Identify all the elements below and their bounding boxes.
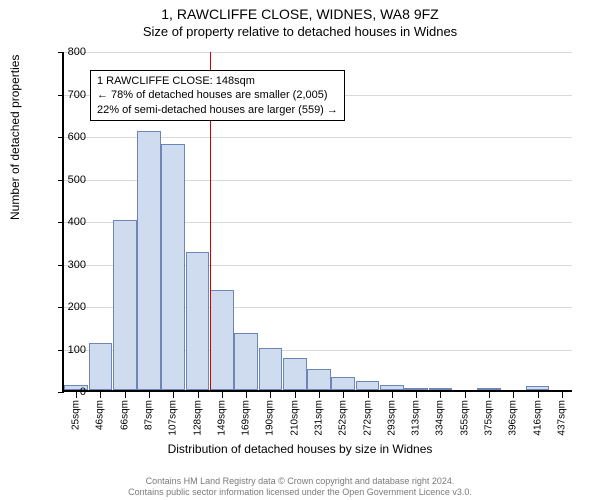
xtick-mark [489, 392, 490, 398]
histogram-bar [161, 144, 185, 391]
xtick-label: 375sqm [484, 400, 495, 436]
xtick-label: 128sqm [192, 400, 203, 436]
annotation-line: 22% of semi-detached houses are larger (… [97, 103, 338, 117]
ytick-label: 100 [46, 344, 86, 356]
xtick-mark [100, 392, 101, 398]
xtick-label: 313sqm [411, 400, 422, 436]
footer-attribution: Contains HM Land Registry data © Crown c… [0, 476, 600, 498]
ytick-label: 700 [46, 89, 86, 101]
chart-area: 25sqm46sqm66sqm87sqm107sqm128sqm149sqm16… [62, 52, 572, 392]
xtick-mark [392, 392, 393, 398]
histogram-bar [283, 358, 307, 390]
xtick-mark [173, 392, 174, 398]
xtick-label: 25sqm [71, 400, 82, 430]
ytick-label: 400 [46, 216, 86, 228]
xtick-label: 355sqm [459, 400, 470, 436]
histogram-bar [404, 388, 428, 390]
xtick-label: 416sqm [532, 400, 543, 436]
xtick-label: 87sqm [144, 400, 155, 430]
xtick-label: 66sqm [119, 400, 130, 430]
xtick-label: 231sqm [314, 400, 325, 436]
xtick-label: 293sqm [386, 400, 397, 436]
ytick-label: 200 [46, 301, 86, 313]
page-title: 1, RAWCLIFFE CLOSE, WIDNES, WA8 9FZ [0, 0, 600, 22]
histogram-bar [89, 343, 113, 390]
ytick-label: 0 [46, 386, 86, 398]
xtick-mark [440, 392, 441, 398]
footer-line1: Contains HM Land Registry data © Crown c… [0, 476, 600, 487]
xtick-mark [465, 392, 466, 398]
ytick-label: 300 [46, 259, 86, 271]
histogram-bar [429, 388, 453, 390]
xtick-mark [416, 392, 417, 398]
xtick-label: 210sqm [289, 400, 300, 436]
histogram-bar [356, 381, 380, 390]
histogram-bar [331, 377, 355, 390]
plot-region: 25sqm46sqm66sqm87sqm107sqm128sqm149sqm16… [62, 52, 572, 392]
annotation-box: 1 RAWCLIFFE CLOSE: 148sqm← 78% of detach… [90, 70, 345, 121]
annotation-line: ← 78% of detached houses are smaller (2,… [97, 88, 338, 102]
gridline [64, 52, 572, 53]
ytick-label: 600 [46, 131, 86, 143]
xtick-label: 252sqm [338, 400, 349, 436]
xtick-label: 149sqm [216, 400, 227, 436]
xtick-mark [368, 392, 369, 398]
histogram-bar [186, 252, 210, 390]
histogram-bar [137, 131, 161, 390]
histogram-bar [234, 333, 258, 390]
histogram-bar [307, 369, 331, 390]
histogram-bar [210, 290, 234, 390]
xtick-mark [246, 392, 247, 398]
histogram-bar [526, 386, 550, 390]
y-axis-label: Number of detached properties [8, 55, 22, 220]
xtick-label: 190sqm [265, 400, 276, 436]
histogram-bar [259, 348, 283, 391]
xtick-mark [222, 392, 223, 398]
histogram-bar [113, 220, 137, 390]
xtick-label: 272sqm [362, 400, 373, 436]
xtick-mark [295, 392, 296, 398]
xtick-mark [513, 392, 514, 398]
xtick-label: 437sqm [556, 400, 567, 436]
xtick-label: 396sqm [508, 400, 519, 436]
xtick-mark [125, 392, 126, 398]
annotation-line: 1 RAWCLIFFE CLOSE: 148sqm [97, 74, 338, 88]
xtick-label: 334sqm [435, 400, 446, 436]
xtick-mark [319, 392, 320, 398]
chart-subtitle: Size of property relative to detached ho… [0, 22, 600, 39]
xtick-mark [562, 392, 563, 398]
xtick-mark [198, 392, 199, 398]
xtick-mark [343, 392, 344, 398]
histogram-bar [477, 388, 501, 390]
ytick-label: 800 [46, 46, 86, 58]
xtick-mark [149, 392, 150, 398]
histogram-bar [380, 385, 404, 390]
xtick-mark [270, 392, 271, 398]
xtick-label: 46sqm [95, 400, 106, 430]
footer-line2: Contains public sector information licen… [0, 487, 600, 498]
xtick-mark [538, 392, 539, 398]
xtick-label: 169sqm [241, 400, 252, 436]
xtick-label: 107sqm [168, 400, 179, 436]
x-axis-label: Distribution of detached houses by size … [0, 442, 600, 456]
ytick-label: 500 [46, 174, 86, 186]
